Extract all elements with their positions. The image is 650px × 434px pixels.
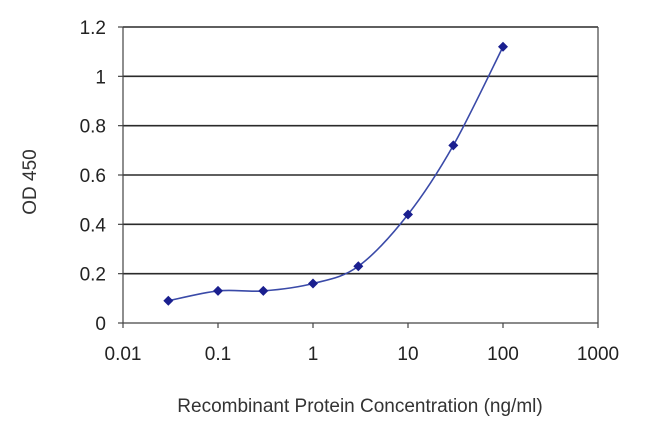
data-points — [163, 41, 508, 306]
y-axis-title: OD 450 — [20, 149, 41, 214]
data-point — [448, 140, 459, 151]
data-point — [403, 209, 413, 220]
y-tick-label: 0 — [95, 314, 106, 335]
data-point — [258, 285, 269, 296]
x-axis-title: Recombinant Protein Concentration (ng/ml… — [177, 396, 542, 417]
y-tick-label: 0.2 — [80, 265, 106, 286]
x-tick-label: 1 — [308, 344, 319, 365]
y-tick-label: 1.2 — [80, 18, 106, 39]
data-point — [213, 285, 223, 296]
x-tick-label: 0.1 — [205, 344, 231, 365]
x-tick-labels: 0.01 0.1 1 10 100 1000 — [105, 323, 619, 365]
x-tick-label: 0.01 — [105, 344, 142, 365]
data-point — [308, 278, 318, 289]
data-point — [353, 261, 364, 272]
y-tick-label: 0.4 — [80, 215, 107, 236]
y-tick-label: 1 — [95, 67, 106, 88]
grid-lines — [123, 26, 598, 275]
y-tick-label: 0.6 — [80, 166, 106, 187]
x-tick-label: 1000 — [577, 344, 619, 365]
x-tick-label: 10 — [397, 344, 418, 365]
x-tick-label: 100 — [487, 344, 519, 365]
data-point — [498, 41, 508, 52]
y-tick-label: 0.8 — [80, 117, 106, 138]
y-tick-labels: 0 0.2 0.4 0.6 0.8 1 1.2 — [80, 18, 123, 335]
data-point — [163, 295, 174, 306]
